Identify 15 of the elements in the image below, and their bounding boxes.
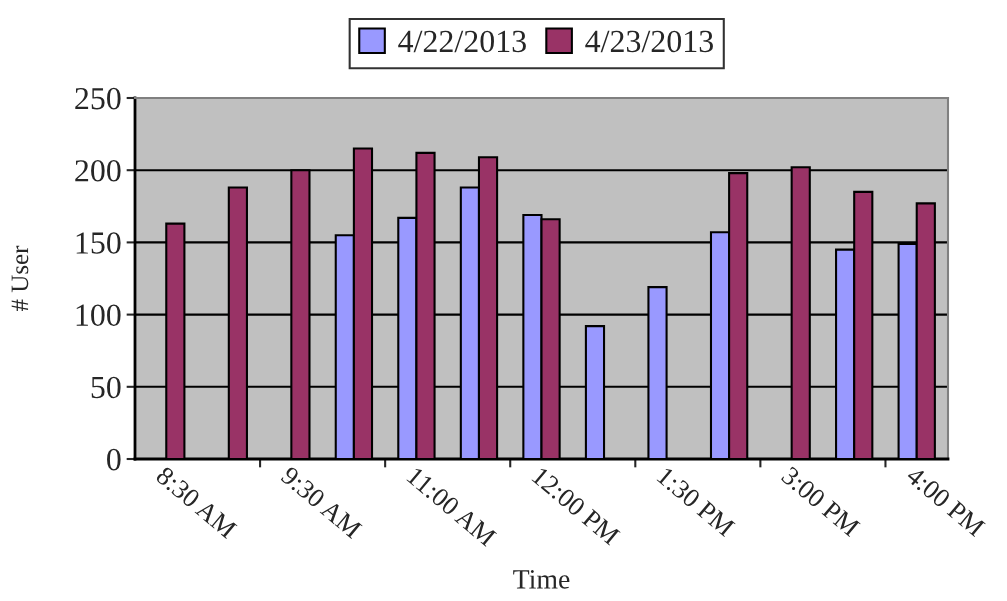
x-tick-label: 9:30 AM [279, 465, 363, 540]
y-tick-label: 200 [75, 160, 121, 182]
x-tick-label: 1:30 PM [656, 466, 736, 538]
y-tick-label: 50 [91, 376, 121, 399]
x-axis-title: Time [513, 569, 570, 589]
y-tick-label: 250 [75, 87, 121, 110]
y-axis-title: # User [11, 245, 29, 312]
x-tick-label: 4:00 PM [905, 465, 986, 538]
legend-label: 4/22/2013 [398, 30, 526, 53]
y-tick-label: 100 [76, 304, 121, 326]
y-tick-label: 150 [76, 232, 121, 254]
y-tick-label: 0 [107, 448, 121, 471]
legend-label: 4/23/2013 [585, 30, 713, 53]
x-tick-label: 3:00 PM [780, 465, 861, 538]
x-tick-label: 8:30 AM [155, 465, 238, 540]
